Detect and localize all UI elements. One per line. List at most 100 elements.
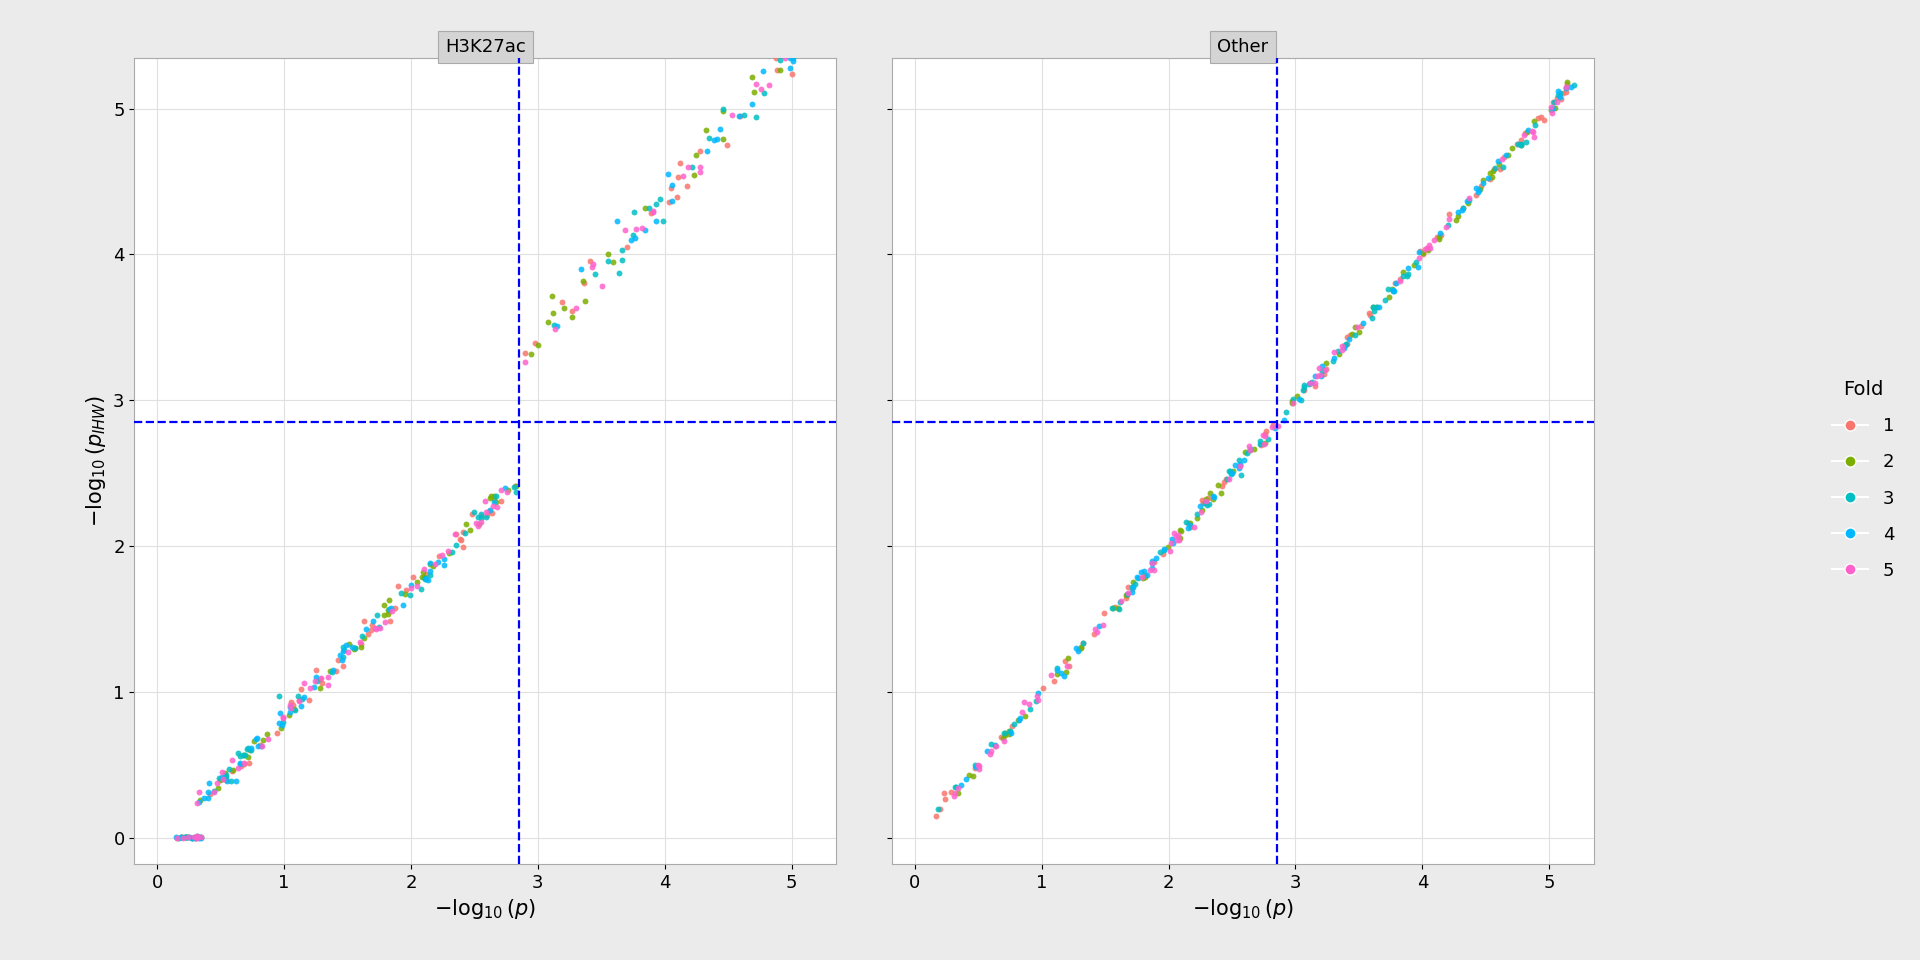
Point — [925, 802, 956, 817]
Point — [376, 600, 407, 615]
Point — [328, 643, 359, 659]
Point — [1434, 206, 1465, 222]
Point — [180, 829, 211, 845]
Point — [1536, 101, 1567, 116]
Point — [943, 780, 973, 796]
Point — [726, 108, 756, 123]
Point — [238, 733, 269, 749]
Point — [490, 480, 520, 495]
Point — [1404, 251, 1434, 266]
Point — [1415, 237, 1446, 252]
Point — [1271, 404, 1302, 420]
Point — [1398, 257, 1428, 273]
Point — [1294, 375, 1325, 391]
Point — [1373, 281, 1404, 297]
Point — [317, 664, 348, 680]
Point — [1223, 460, 1254, 475]
Point — [1357, 299, 1388, 314]
Point — [369, 613, 399, 629]
Point — [351, 621, 382, 636]
Point — [463, 518, 493, 534]
Point — [1427, 228, 1457, 243]
Point — [328, 639, 359, 655]
Point — [707, 103, 737, 118]
Point — [300, 679, 330, 694]
Point — [1139, 563, 1169, 578]
Point — [520, 335, 551, 350]
Point — [1112, 588, 1142, 603]
Point — [1188, 495, 1219, 511]
Point — [1050, 664, 1081, 680]
Point — [660, 189, 691, 204]
Point — [161, 830, 192, 846]
Point — [355, 622, 386, 637]
Point — [699, 132, 730, 148]
Point — [301, 662, 332, 678]
Point — [275, 697, 305, 712]
Point — [1185, 504, 1215, 519]
Point — [1363, 300, 1394, 315]
Point — [1117, 581, 1148, 596]
Point — [474, 490, 505, 505]
Point — [301, 670, 332, 685]
Point — [363, 607, 394, 622]
Point — [232, 741, 263, 756]
Point — [1246, 437, 1277, 452]
Point — [964, 761, 995, 777]
Point — [1373, 290, 1404, 305]
Point — [182, 828, 213, 844]
Point — [340, 640, 371, 656]
Point — [225, 748, 255, 763]
Point — [1175, 516, 1206, 531]
Point — [1461, 180, 1492, 196]
Point — [747, 81, 778, 96]
Point — [712, 137, 743, 153]
Point — [467, 509, 497, 524]
Point — [1137, 555, 1167, 570]
Point — [1519, 130, 1549, 145]
Point — [415, 567, 445, 583]
Point — [171, 829, 202, 845]
Point — [935, 784, 966, 800]
Point — [276, 695, 307, 710]
Point — [568, 276, 599, 291]
Point — [409, 571, 440, 587]
Point — [171, 829, 202, 845]
Point — [173, 829, 204, 845]
Point — [413, 572, 444, 588]
Point — [1175, 519, 1206, 535]
Point — [1476, 170, 1507, 185]
Point — [1035, 667, 1066, 683]
Point — [1171, 514, 1202, 529]
Point — [1538, 101, 1569, 116]
Point — [580, 266, 611, 281]
Point — [947, 778, 977, 793]
Point — [376, 604, 407, 619]
Point — [1165, 531, 1196, 546]
Point — [1123, 570, 1154, 586]
Point — [1119, 577, 1150, 592]
Point — [1137, 555, 1167, 570]
Point — [415, 555, 445, 570]
Point — [501, 485, 532, 500]
Point — [474, 503, 505, 518]
Point — [1215, 467, 1246, 482]
Point — [1361, 300, 1392, 315]
Point — [1446, 203, 1476, 218]
Point — [1509, 126, 1540, 141]
Point — [401, 574, 432, 589]
Point — [252, 727, 282, 742]
Point — [265, 706, 296, 721]
Legend: 1, 2, 3, 4, 5: 1, 2, 3, 4, 5 — [1824, 373, 1901, 587]
Point — [480, 489, 511, 504]
Point — [1185, 498, 1215, 514]
Point — [1442, 208, 1473, 224]
Point — [1187, 492, 1217, 508]
Point — [1250, 428, 1281, 444]
Point — [374, 613, 405, 629]
Point — [204, 780, 234, 796]
Point — [1346, 319, 1377, 334]
Point — [1546, 91, 1576, 107]
Point — [987, 730, 1018, 745]
Point — [1039, 674, 1069, 689]
